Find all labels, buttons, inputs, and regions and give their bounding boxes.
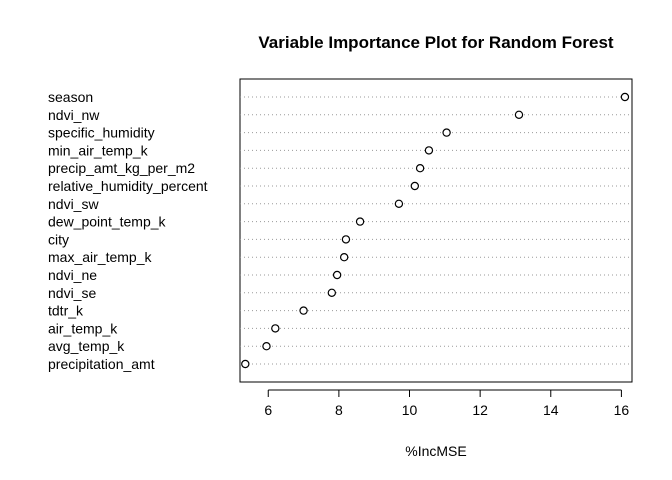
category-label: ndvi_ne [48,267,97,283]
category-label: ndvi_sw [48,196,99,212]
category-label: dew_point_temp_k [48,214,167,230]
category-label: city [48,231,69,247]
data-point [410,181,420,191]
data-point [241,359,250,369]
category-label: relative_humidity_percent [48,178,208,194]
data-point [262,342,271,351]
data-point [299,306,308,315]
x-tick-label: 16 [614,402,630,418]
x-tick-label: 8 [335,402,343,418]
data-point [424,146,434,155]
data-point [514,110,524,120]
data-point [327,288,337,297]
category-label: specific_humidity [48,125,155,141]
data-point [442,128,451,137]
x-tick-label: 12 [472,402,488,418]
data-point [394,199,404,208]
x-axis: 6 8 10 12 14 16 [264,389,630,418]
category-label: min_air_temp_k [48,142,149,158]
category-label: ndvi_se [48,285,96,301]
data-point [339,253,349,262]
category-label: precip_amt_kg_per_m2 [48,160,195,176]
category-label: precipitation_amt [48,356,155,372]
data-point [332,270,342,280]
data-point [271,324,280,333]
data-point [341,235,351,244]
x-tick-label: 6 [264,402,272,418]
category-label: ndvi_nw [48,107,100,123]
category-labels: season ndvi_nw specific_humiditymin_air_te… [48,89,208,372]
plot-frame [239,78,633,383]
category-label: max_air_temp_k [48,249,152,265]
category-label: avg_temp_k [48,338,125,354]
category-label: air_temp_k [48,320,118,336]
x-tick-label: 14 [543,402,559,418]
category-label: tdtr_k [48,303,84,319]
category-label: season [48,89,93,105]
data-point [620,92,630,102]
grid-lines [240,96,632,365]
x-tick-label: 10 [402,402,418,418]
chart-title: Variable Importance Plot for Random Fore… [258,33,614,52]
x-axis-label: %IncMSE [405,443,466,459]
data-points [241,92,630,369]
data-point [355,217,365,226]
data-point [415,163,425,173]
